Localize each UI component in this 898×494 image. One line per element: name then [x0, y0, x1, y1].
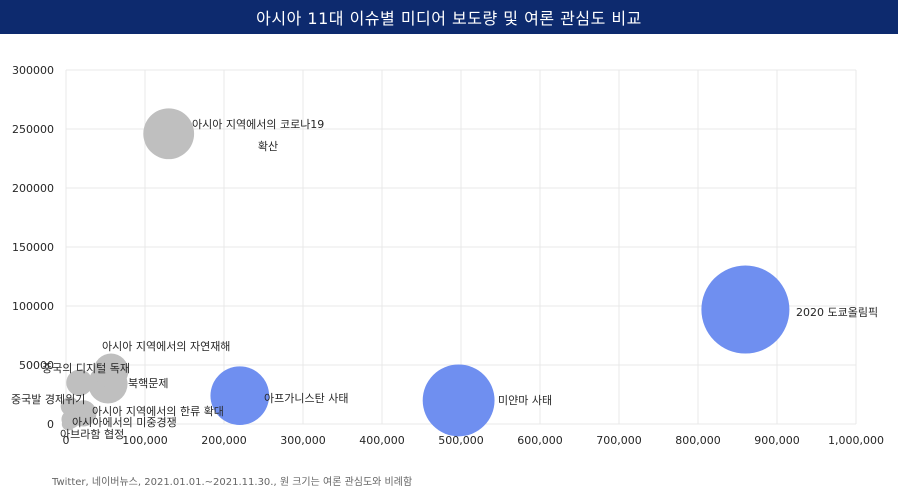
y-tick-label: 150000	[12, 241, 54, 254]
data-label: 아시아 지역에서의 자연재해	[102, 339, 230, 353]
y-tick-label: 200000	[12, 182, 54, 195]
data-label: 확산	[258, 140, 278, 153]
y-tick-label: 250000	[12, 123, 54, 136]
chart-title: 아시아 11대 이슈별 미디어 보도량 및 여론 관심도 비교	[256, 9, 642, 28]
y-tick-label: 0	[47, 418, 54, 431]
x-tick-label: 300,000	[280, 434, 326, 447]
bubble	[61, 417, 75, 431]
x-tick-label: 1,000,000	[828, 434, 884, 447]
y-tick-label: 300000	[12, 64, 54, 77]
bubble	[422, 364, 495, 437]
x-tick-label: 0	[63, 434, 70, 447]
y-tick-label: 100000	[12, 300, 54, 313]
data-label: 북핵문제	[128, 377, 168, 390]
data-label: 미얀마 사태	[498, 393, 552, 407]
bubble	[701, 265, 790, 354]
data-label: 아시아에서의 미중경쟁	[72, 416, 177, 429]
x-tick-label: 700,000	[596, 434, 642, 447]
x-tick-label: 500,000	[438, 434, 484, 447]
x-tick-label: 900,000	[754, 434, 800, 447]
bubble	[210, 366, 270, 426]
x-tick-label: 200,000	[201, 434, 247, 447]
bubble	[143, 108, 195, 160]
x-tick-label: 600,000	[517, 434, 563, 447]
data-label: 아브라함 협정	[60, 428, 124, 441]
x-tick-label: 800,000	[675, 434, 721, 447]
data-label: 아시아 지역에서의 코로나19	[192, 118, 324, 131]
x-tick-label: 400,000	[359, 434, 405, 447]
chart-title-bar: 아시아 11대 이슈별 미디어 보도량 및 여론 관심도 비교	[0, 0, 898, 34]
y-tick-label: 50000	[19, 359, 54, 372]
data-label: 2020 도쿄올림픽	[796, 306, 878, 319]
data-label: 아프가니스탄 사태	[264, 392, 348, 405]
bubble	[93, 353, 129, 389]
bubble	[66, 369, 93, 396]
data-label: 중국의 디지털 독재	[42, 362, 130, 375]
data-label: 아시아 지역에서의 한류 확대	[92, 405, 224, 418]
chart-footnote: Twitter, 네이버뉴스, 2021.01.01.~2021.11.30.,…	[52, 477, 413, 488]
data-label: 중국발 경제위기	[11, 393, 85, 406]
x-tick-label: 100,000	[122, 434, 168, 447]
